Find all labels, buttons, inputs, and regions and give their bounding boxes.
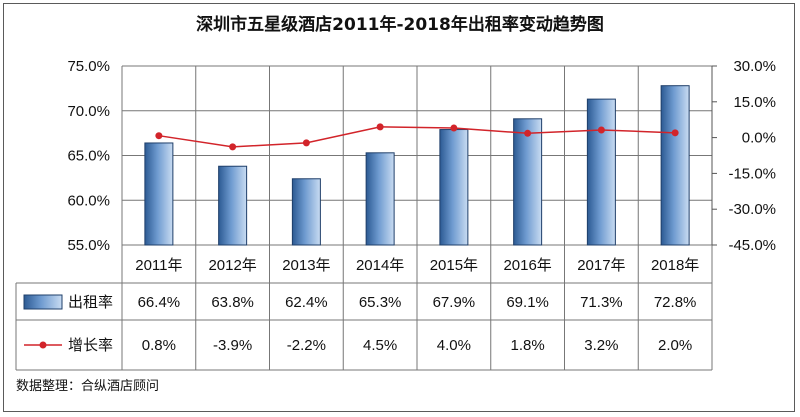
bar <box>291 178 321 246</box>
left-axis-tick-label: 65.0% <box>67 148 110 165</box>
data-table: 2011年 2012年 2013年 2014年 2015年 2016年 2017年 2018年… <box>15 257 712 371</box>
growth-point <box>155 132 163 140</box>
bar <box>439 129 469 246</box>
grid-lines <box>121 65 713 370</box>
category-label: 2014年 <box>356 257 404 274</box>
growth-point <box>597 126 605 134</box>
growth-value-label: 3.2% <box>584 337 618 354</box>
bar <box>586 98 616 246</box>
right-axis-tick-label: -45.0% <box>728 237 776 254</box>
right-axis-tick-label: 30.0% <box>733 58 776 75</box>
growth-value-label: -3.9% <box>213 337 252 354</box>
left-axis-tick-label: 70.0% <box>67 103 110 120</box>
growth-point <box>376 123 384 131</box>
growth-value-label: 4.5% <box>363 337 397 354</box>
bar <box>365 152 395 246</box>
left-axis-tick-label: 75.0% <box>67 58 110 75</box>
category-label: 2012年 <box>208 257 256 274</box>
bar <box>513 118 543 246</box>
growth-value-label: 0.8% <box>142 337 176 354</box>
growth-value-label: 2.0% <box>658 337 692 354</box>
line-series <box>155 123 679 151</box>
growth-point <box>302 139 310 147</box>
chart-title: 深圳市五星级酒店2011年-2018年出租率变动趋势图 <box>196 14 604 35</box>
legend-line-marker <box>39 341 47 349</box>
right-axis: 30.0% 15.0% 0.0% -15.0% -30.0% -45.0% <box>711 58 776 254</box>
bar-value-label: 71.3% <box>580 294 623 311</box>
bar-value-label: 62.4% <box>285 294 328 311</box>
growth-point <box>524 129 532 137</box>
bar-value-label: 67.9% <box>433 294 476 311</box>
category-label: 2017年 <box>577 257 625 274</box>
category-label: 2013年 <box>282 257 330 274</box>
legend-line-label: 增长率 <box>68 337 113 354</box>
right-axis-tick-label: -15.0% <box>728 165 776 182</box>
category-label: 2011年 <box>135 257 182 274</box>
growth-point <box>671 129 679 137</box>
legend-bar-key <box>23 294 63 310</box>
category-label: 2018年 <box>651 257 699 274</box>
left-axis-tick-label: 55.0% <box>67 237 110 254</box>
growth-point <box>450 124 458 132</box>
bar <box>218 165 248 246</box>
right-axis-tick-label: 15.0% <box>733 94 776 111</box>
right-axis-tick-label: -30.0% <box>728 201 776 218</box>
bar <box>660 85 690 246</box>
growth-value-label: 1.8% <box>511 337 545 354</box>
bar-value-label: 65.3% <box>359 294 402 311</box>
bar-series <box>144 85 690 246</box>
growth-value-label: 4.0% <box>437 337 471 354</box>
bar-value-label: 66.4% <box>138 294 181 311</box>
category-label: 2016年 <box>503 257 551 274</box>
left-axis: 75.0% 70.0% 65.0% 60.0% 55.0% <box>67 58 110 254</box>
bar-value-label: 72.8% <box>654 294 697 311</box>
source-note: 数据整理：合纵酒店顾问 <box>16 379 159 394</box>
left-axis-tick-label: 60.0% <box>67 192 110 209</box>
bar-value-label: 63.8% <box>211 294 254 311</box>
legend-bar-label: 出租率 <box>68 294 113 311</box>
bar <box>144 142 174 246</box>
category-label: 2015年 <box>430 257 478 274</box>
growth-point <box>229 143 237 151</box>
growth-line <box>158 126 676 148</box>
bar-value-label: 69.1% <box>506 294 549 311</box>
right-axis-tick-label: 0.0% <box>742 130 776 147</box>
growth-value-label: -2.2% <box>287 337 326 354</box>
